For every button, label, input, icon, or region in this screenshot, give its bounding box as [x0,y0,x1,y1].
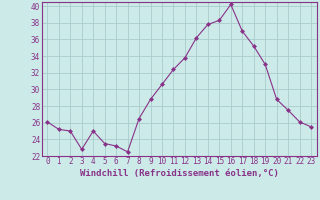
X-axis label: Windchill (Refroidissement éolien,°C): Windchill (Refroidissement éolien,°C) [80,169,279,178]
